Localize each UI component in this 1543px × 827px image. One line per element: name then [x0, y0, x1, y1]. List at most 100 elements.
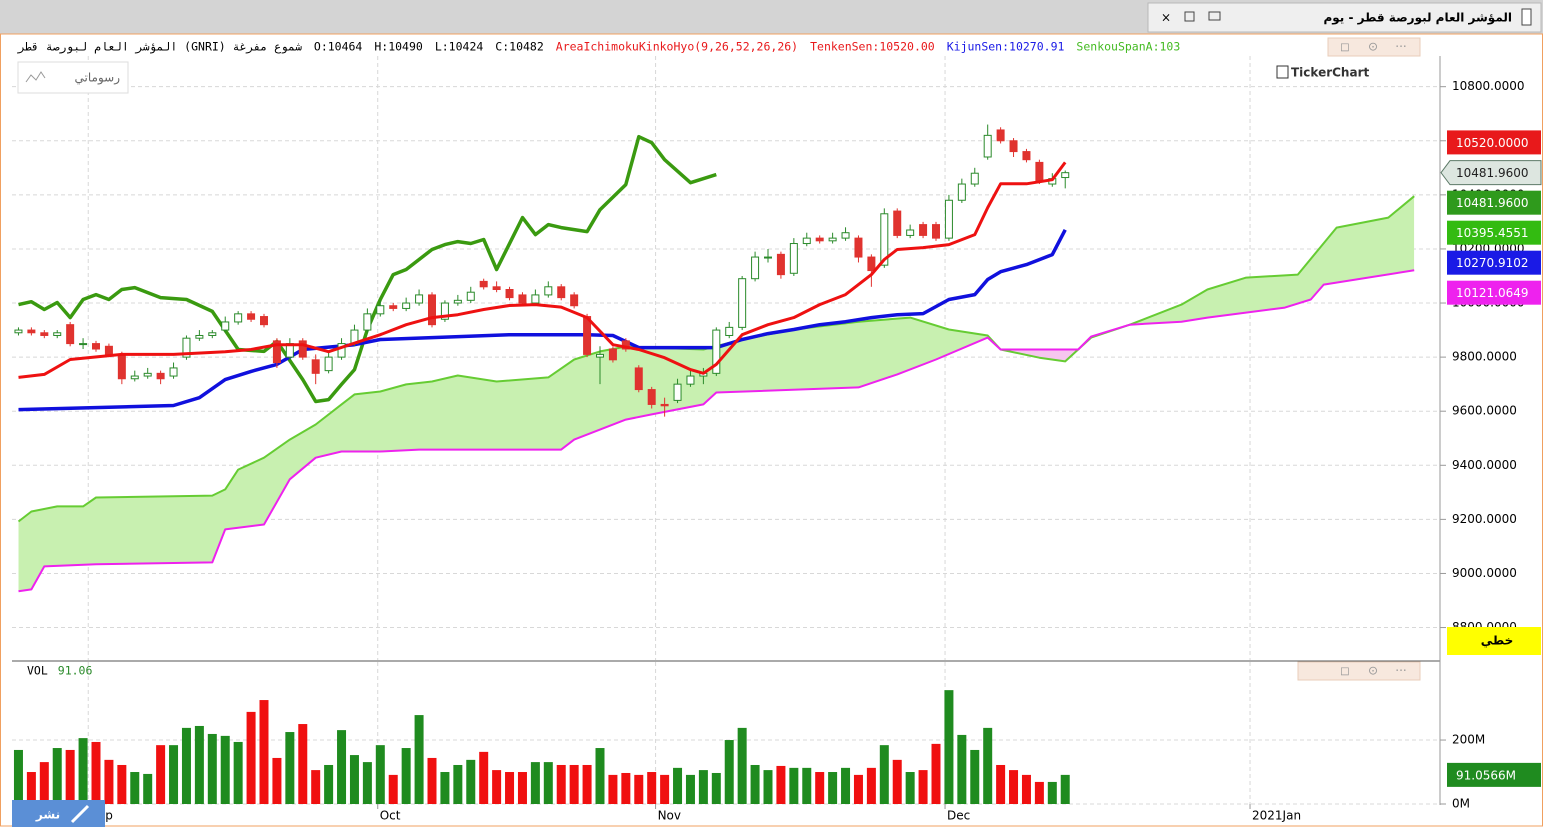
panel-control-icon[interactable]: ⊙	[1368, 664, 1378, 678]
share-label[interactable]: نشر	[35, 808, 60, 822]
volume-bar	[1009, 770, 1019, 804]
y-tick-label: 9800.0000	[1452, 350, 1517, 364]
candle-body	[686, 375, 695, 385]
candle-body	[867, 256, 876, 272]
volume-bar	[660, 774, 670, 804]
layers: 8800.00009000.00009200.00009400.00009600…	[12, 37, 1542, 823]
panel-control-icon[interactable]: ◻	[1340, 40, 1350, 54]
candle-body	[453, 299, 462, 304]
volume-bar	[466, 759, 476, 804]
line-mode-label[interactable]: خطي	[1481, 634, 1513, 648]
candle-body	[957, 183, 966, 201]
price-tag-label: 10520.0000	[1456, 136, 1529, 150]
volume-bar	[685, 774, 695, 804]
volume-bar	[427, 757, 437, 804]
volume-bar	[556, 764, 566, 804]
candle-body	[272, 340, 281, 364]
volume-bar	[595, 748, 605, 804]
panel-control-icon[interactable]: ···	[1395, 664, 1406, 678]
candle-body	[221, 321, 230, 331]
volume-bar	[375, 745, 385, 804]
volume-bar	[117, 764, 127, 804]
volume-bar	[879, 745, 889, 804]
candle-body	[79, 343, 88, 346]
candle-body	[944, 199, 953, 239]
volume-bar	[647, 772, 657, 804]
y-tick-label: 9200.0000	[1452, 512, 1517, 526]
candle-body	[208, 332, 217, 336]
legend-item: SenkouSpanA:103	[1076, 40, 1180, 54]
candle-body	[14, 329, 23, 334]
legend-item: H:10490	[374, 40, 423, 54]
price-tag	[1447, 220, 1541, 245]
legend-item: 91.06	[58, 664, 93, 678]
volume-bar	[866, 767, 876, 804]
drawings-label[interactable]: رسوماتي	[75, 71, 121, 86]
volume-bar	[957, 734, 967, 804]
candle-body	[66, 324, 75, 345]
x-tick-label: Oct	[380, 809, 401, 823]
price-tag-label: 10395.4551	[1456, 226, 1529, 240]
candle-body	[557, 286, 566, 299]
volume-bar	[983, 727, 993, 804]
volume-bar	[156, 745, 166, 804]
close-icon[interactable]: ×	[1161, 11, 1171, 25]
volume-bar	[26, 772, 36, 804]
candle-body	[195, 334, 204, 339]
candle-body	[634, 367, 643, 391]
volume-bar	[181, 727, 191, 804]
volume-bar	[414, 715, 424, 804]
volume-bar	[841, 767, 851, 804]
candle-body	[492, 286, 501, 291]
candle-body	[479, 280, 488, 288]
volume-bar	[892, 759, 902, 804]
y-tick-label: 9600.0000	[1452, 404, 1517, 418]
volume-bar	[517, 772, 527, 804]
candle-body	[919, 224, 928, 236]
volume-bar	[362, 762, 372, 804]
candle-body	[570, 294, 579, 307]
dock-icon[interactable]	[1208, 11, 1221, 21]
volume-bar	[828, 772, 838, 804]
volume-bar	[440, 772, 450, 804]
volume-bar	[298, 724, 308, 804]
candle-body	[324, 356, 333, 372]
candle-body	[440, 302, 449, 320]
candle-body	[880, 213, 889, 266]
share-button[interactable]	[12, 800, 105, 827]
volume-bar	[453, 764, 463, 804]
candle-body	[53, 332, 62, 336]
volume-bar	[996, 764, 1006, 804]
y-tick-label: 9400.0000	[1452, 458, 1517, 472]
restore-icon[interactable]	[1184, 11, 1195, 22]
y-tick-label: 0M	[1452, 797, 1470, 811]
panel-control-icon[interactable]: ◻	[1340, 664, 1350, 678]
volume-bar	[401, 748, 411, 804]
candle-body	[828, 237, 837, 242]
volume-bar	[673, 767, 683, 804]
volume-bar	[324, 764, 334, 804]
volume-bar	[724, 740, 734, 804]
panel-control-icon[interactable]: ···	[1395, 40, 1406, 54]
volume-bar	[815, 772, 825, 804]
legend-item: VOL	[27, 664, 48, 678]
volume-bar	[698, 770, 708, 804]
candle-body	[234, 313, 243, 323]
volume-bar	[1034, 781, 1044, 804]
panel-control-icon[interactable]: ⊙	[1368, 40, 1378, 54]
drawings-button[interactable]	[17, 61, 129, 94]
volume-tag-label: 91.0566M	[1456, 768, 1516, 782]
volume-bar	[52, 748, 62, 804]
candle-body	[932, 224, 940, 239]
legend-item: O:10464	[314, 40, 363, 54]
line-mode-button[interactable]	[1447, 627, 1541, 655]
volume-bar	[711, 772, 721, 804]
candle-body	[608, 348, 617, 361]
price-tag	[1440, 160, 1542, 186]
volume-bar	[104, 759, 114, 804]
volume-bar	[1060, 774, 1070, 804]
volume-bar	[918, 770, 928, 804]
volume-bar	[634, 774, 644, 804]
checkbox[interactable]	[1521, 8, 1532, 26]
